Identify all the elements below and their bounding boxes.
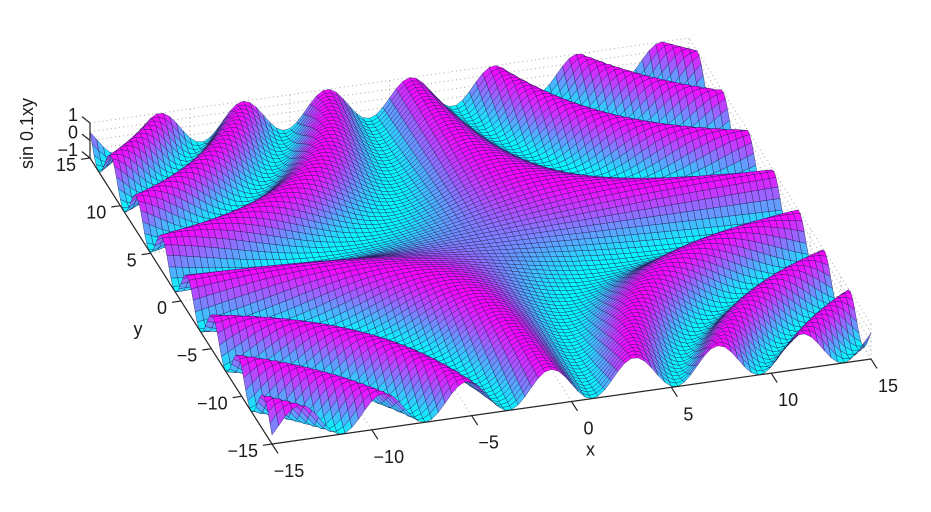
x-tick-label: 0: [583, 419, 593, 439]
y-tick: [232, 395, 242, 399]
x-axis-title: x: [586, 440, 595, 460]
y-tick-label: 0: [157, 298, 167, 318]
x-tick-label: −5: [478, 433, 499, 453]
x-tick-label: −10: [374, 447, 405, 467]
y-tick-label: −10: [197, 393, 228, 413]
y-tick: [141, 252, 151, 256]
z-tick-label: −1: [57, 140, 78, 160]
y-tick-label: 10: [86, 203, 106, 223]
x-tick: [471, 415, 479, 426]
z-tick: [81, 151, 91, 159]
y-tick: [171, 300, 182, 303]
x-tick: [770, 372, 778, 383]
x-tick: [570, 401, 579, 412]
tick-marks: [80, 116, 878, 454]
axis-titles: x y sin 0.1xy: [17, 98, 595, 460]
surface-mesh: [89, 41, 872, 436]
x-tick: [670, 387, 678, 398]
x-tick: [870, 358, 878, 369]
z-tick-label: 1: [68, 105, 78, 125]
y-tick: [111, 205, 121, 208]
z-tick-label: 0: [68, 123, 78, 143]
y-tick: [262, 443, 273, 446]
x-tick-label: 10: [778, 390, 798, 410]
x-tick: [271, 443, 279, 454]
z-tick: [81, 133, 91, 141]
y-tick-label: −5: [177, 346, 198, 366]
y-tick-label: 15: [56, 155, 76, 175]
z-axis-title: sin 0.1xy: [17, 98, 37, 169]
x-tick: [371, 429, 379, 440]
x-tick-label: 15: [878, 376, 898, 396]
y-tick-label: −15: [227, 441, 258, 461]
z-tick: [81, 116, 91, 124]
y-tick-label: 5: [127, 250, 137, 270]
y-axis-title: y: [134, 319, 143, 339]
x-tick-label: 5: [683, 404, 693, 424]
y-tick: [202, 348, 212, 351]
x-tick-label: −15: [274, 461, 305, 481]
y-tick: [80, 157, 91, 160]
